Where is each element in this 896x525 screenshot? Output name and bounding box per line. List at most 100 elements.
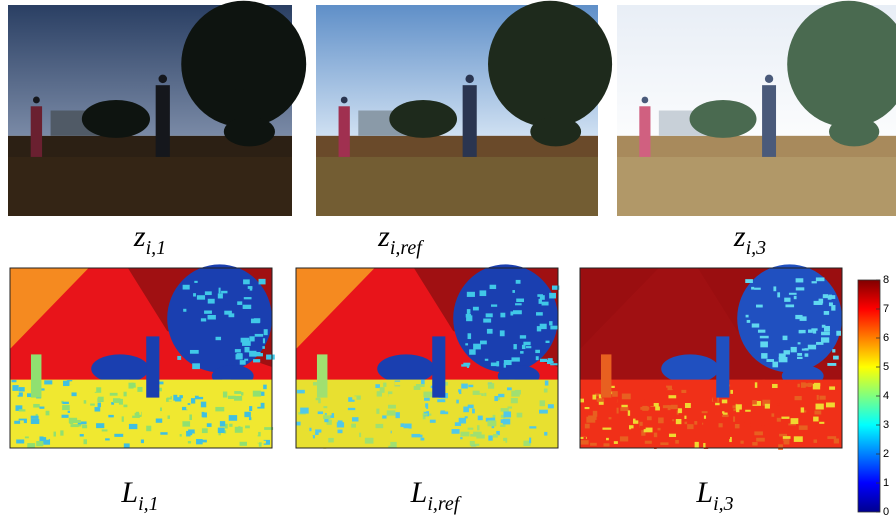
texture — [62, 402, 68, 404]
texture — [15, 391, 19, 395]
texture — [12, 380, 17, 382]
texture — [783, 336, 788, 340]
texture — [63, 381, 69, 386]
texture — [183, 285, 190, 290]
texture — [90, 404, 95, 406]
texture — [520, 335, 526, 338]
texture — [23, 438, 30, 442]
texture — [475, 444, 479, 446]
texture — [695, 433, 700, 438]
texture — [96, 423, 104, 428]
texture — [387, 442, 390, 446]
texture — [148, 412, 153, 416]
texture — [777, 403, 780, 406]
texture — [65, 435, 70, 440]
texture — [396, 412, 400, 418]
texture — [388, 405, 396, 409]
texture — [77, 385, 86, 390]
texture — [784, 350, 790, 354]
texture — [722, 400, 727, 404]
texture — [463, 407, 469, 413]
texture — [423, 392, 432, 398]
texture — [136, 382, 140, 386]
texture — [102, 429, 108, 431]
texture — [647, 416, 652, 420]
texture — [684, 422, 687, 425]
texture — [819, 396, 825, 400]
texture — [777, 418, 781, 422]
texture — [784, 440, 790, 445]
texture — [124, 392, 127, 397]
texture — [520, 351, 523, 354]
texture — [695, 442, 699, 448]
texture — [629, 425, 634, 428]
texture — [794, 296, 797, 299]
texture — [786, 380, 793, 382]
texture — [259, 279, 266, 285]
texture — [135, 413, 140, 416]
texture — [819, 299, 824, 304]
texture — [814, 410, 821, 414]
texture — [315, 432, 319, 435]
texture — [736, 404, 742, 409]
texture — [752, 400, 757, 404]
texture — [649, 434, 653, 437]
texture — [108, 415, 113, 417]
texture — [105, 438, 110, 440]
texture — [771, 413, 774, 416]
texture — [98, 397, 104, 402]
texture — [782, 407, 785, 410]
colorbar-tick-label: 3 — [883, 419, 889, 431]
texture — [249, 336, 254, 341]
texture — [645, 441, 652, 444]
texture — [243, 279, 250, 284]
texture — [523, 342, 530, 346]
texture — [123, 405, 127, 408]
texture — [515, 427, 523, 431]
texture — [791, 347, 797, 352]
texture — [760, 336, 769, 339]
texture — [456, 400, 459, 404]
texture — [244, 347, 249, 352]
texture — [765, 404, 770, 409]
texture — [139, 411, 141, 415]
texture — [229, 415, 237, 421]
texture — [687, 424, 693, 429]
texture — [202, 428, 208, 433]
texture — [722, 415, 729, 417]
texture — [301, 385, 307, 388]
texture — [789, 293, 797, 295]
texture — [208, 299, 215, 304]
texture — [812, 281, 817, 283]
heatmap — [580, 264, 842, 449]
texture — [19, 409, 26, 411]
head — [465, 75, 473, 83]
texture — [535, 386, 541, 389]
photo — [8, 1, 306, 216]
texture — [747, 320, 751, 323]
texture — [401, 428, 408, 431]
region — [91, 354, 149, 383]
texture — [590, 443, 597, 446]
bush — [829, 117, 879, 147]
texture — [218, 428, 225, 433]
texture — [513, 344, 516, 349]
texture — [323, 406, 327, 408]
texture — [57, 382, 63, 387]
bush — [530, 117, 581, 147]
texture — [383, 383, 386, 387]
texture — [754, 288, 761, 290]
texture — [254, 353, 262, 356]
texture — [70, 381, 74, 385]
texture — [516, 299, 524, 303]
texture — [819, 422, 824, 424]
texture — [799, 425, 808, 430]
texture — [309, 428, 311, 431]
texture — [537, 326, 541, 331]
photo — [617, 1, 896, 216]
texture — [186, 405, 190, 410]
texture — [249, 417, 251, 420]
texture — [12, 431, 15, 435]
colorbar-tick-label: 4 — [883, 390, 889, 402]
texture — [236, 354, 243, 359]
